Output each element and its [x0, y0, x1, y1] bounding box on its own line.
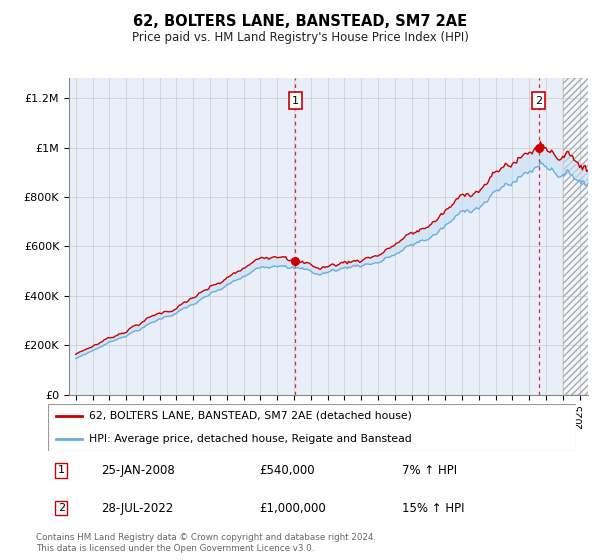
Text: £540,000: £540,000	[259, 464, 315, 477]
Text: £1,000,000: £1,000,000	[259, 502, 326, 515]
Text: 28-JUL-2022: 28-JUL-2022	[101, 502, 173, 515]
Text: 1: 1	[58, 465, 65, 475]
Text: HPI: Average price, detached house, Reigate and Banstead: HPI: Average price, detached house, Reig…	[89, 434, 412, 444]
Text: 62, BOLTERS LANE, BANSTEAD, SM7 2AE (detached house): 62, BOLTERS LANE, BANSTEAD, SM7 2AE (det…	[89, 411, 412, 421]
Text: 2: 2	[535, 96, 542, 105]
Text: 2: 2	[58, 503, 65, 513]
Text: 1: 1	[292, 96, 299, 105]
Text: 25-JAN-2008: 25-JAN-2008	[101, 464, 175, 477]
Text: 15% ↑ HPI: 15% ↑ HPI	[402, 502, 464, 515]
Text: Contains HM Land Registry data © Crown copyright and database right 2024.
This d: Contains HM Land Registry data © Crown c…	[36, 533, 376, 553]
Text: 62, BOLTERS LANE, BANSTEAD, SM7 2AE: 62, BOLTERS LANE, BANSTEAD, SM7 2AE	[133, 14, 467, 29]
Text: 7% ↑ HPI: 7% ↑ HPI	[402, 464, 457, 477]
Text: Price paid vs. HM Land Registry's House Price Index (HPI): Price paid vs. HM Land Registry's House …	[131, 31, 469, 44]
